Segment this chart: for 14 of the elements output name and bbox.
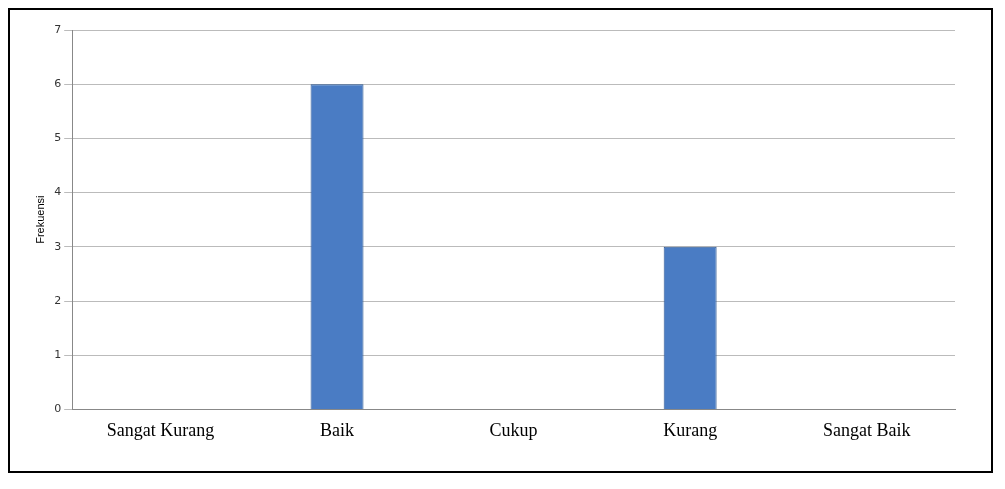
y-tick-label: 7 <box>54 22 62 36</box>
y-axis-title: Frekuensi <box>33 195 46 244</box>
x-tick-label: Sangat Baik <box>822 419 911 440</box>
x-tick-label: Sangat Kurang <box>106 419 215 440</box>
y-tick-label: 3 <box>54 239 62 253</box>
y-tick-label: 6 <box>54 77 62 91</box>
y-tick-label: 1 <box>54 348 62 362</box>
x-tick-label: Kurang <box>663 419 718 440</box>
y-tick-label: 5 <box>54 131 62 145</box>
y-tick-label: 2 <box>54 293 62 307</box>
x-tick-label: Cukup <box>489 419 538 440</box>
y-tick-label: 4 <box>54 185 62 199</box>
y-tick-label: 0 <box>54 402 62 416</box>
x-tick-label: Baik <box>320 419 355 440</box>
